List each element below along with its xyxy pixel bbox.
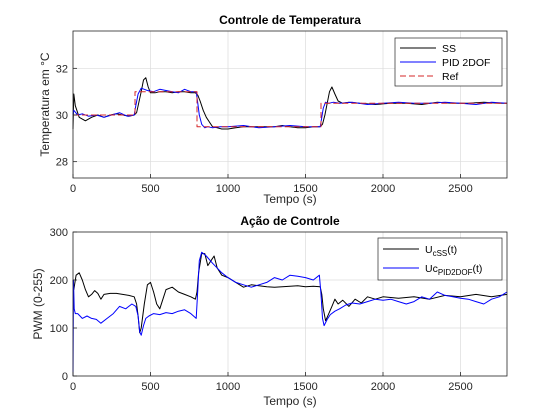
control-xtick-label: 2000: [371, 381, 395, 393]
temperature-y-label: Temperatura em °C: [38, 52, 52, 157]
control-x-label: Tempo (s): [263, 394, 316, 408]
control-ytick-label: 100: [50, 323, 68, 335]
control-ytick-label: 300: [50, 227, 68, 239]
temperature-xtick-label: 1000: [216, 183, 240, 195]
temperature-legend: SS PID 2DOF Ref: [394, 37, 503, 87]
control-series-u-css-t: [72, 253, 508, 334]
temperature-series: [72, 77, 508, 130]
temperature-ticks: 0 500 1000 1500 2000 2500 28 30 32: [56, 63, 473, 195]
legend-label-pid-2dof: PID 2DOF: [442, 57, 490, 69]
temperature-ytick-label: 28: [56, 157, 68, 169]
temperature-ytick-label: 30: [56, 110, 68, 122]
legend-label-ref: Ref: [442, 71, 458, 83]
temperature-x-label: Tempo (s): [263, 192, 316, 206]
control-series: [72, 251, 508, 377]
control-action-subplot: Ação de Controle 0 500 1000 1500 2000 2500 0 10…: [31, 214, 508, 408]
control-xtick-label: 2500: [448, 381, 472, 393]
legend-label-ss: SS: [442, 43, 456, 55]
temperature-xtick-label: 1500: [293, 183, 317, 195]
temperature-axes-frame: [72, 30, 508, 179]
control-xtick-label: 0: [70, 381, 76, 393]
legend-label-ucpid2dof: UcPID2DOF(t): [425, 263, 482, 277]
temperature-xtick-label: 2500: [448, 183, 472, 195]
temperature-xtick-label: 500: [141, 183, 159, 195]
temperature-xtick-label: 0: [70, 183, 76, 195]
control-y-label: PWM (0-255): [31, 268, 45, 339]
legend-label-ucss: UcSS(t): [425, 244, 457, 258]
control-xtick-label: 1500: [293, 381, 317, 393]
temperature-ytick-label: 32: [56, 63, 68, 75]
control-ticks: 0 500 1000 1500 2000 2500 0 100 200 300: [50, 227, 473, 393]
temperature-series-ref: [73, 91, 507, 128]
temperature-xtick-label: 2000: [371, 183, 395, 195]
control-ytick-label: 200: [50, 275, 68, 287]
control-series-uc-pid2dof-t: [72, 251, 508, 377]
control-chart-title: Ação de Controle: [240, 214, 340, 228]
control-legend: UcSS(t) UcPID2DOF(t): [377, 237, 503, 281]
control-legend-box: [377, 237, 503, 281]
control-xtick-label: 1000: [216, 381, 240, 393]
control-axes-frame: [72, 231, 508, 377]
temperature-chart-title: Controle de Temperatura: [219, 13, 361, 27]
control-ytick-label: 0: [62, 371, 68, 383]
temperature-subplot: Controle de Temperatura 0 500 1000 1500 2000…: [38, 13, 508, 206]
control-xtick-label: 500: [141, 381, 159, 393]
temperature-series-pid-2dof: [72, 87, 508, 129]
